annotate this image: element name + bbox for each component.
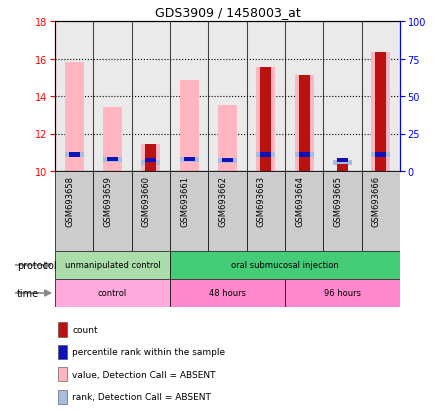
Bar [371,53,390,171]
Bar [65,152,84,158]
Bar [132,171,170,252]
Title: GDS3909 / 1458003_at: GDS3909 / 1458003_at [154,7,301,19]
Bar [285,171,323,252]
Bar [59,323,67,337]
Bar [93,171,132,252]
Text: value, Detection Call = ABSENT: value, Detection Call = ABSENT [72,370,216,379]
Bar [260,153,271,157]
Bar [59,367,67,382]
Bar [247,171,285,252]
Bar [141,161,161,166]
Text: oral submucosal injection: oral submucosal injection [231,261,339,270]
Bar [103,108,122,171]
Bar [285,279,400,307]
Text: GSM693665: GSM693665 [334,176,342,226]
Text: protocol: protocol [17,260,57,271]
Bar [260,68,271,171]
Bar [59,389,67,404]
Bar [103,157,122,163]
Bar [299,76,309,171]
Text: GSM693666: GSM693666 [372,176,381,227]
Bar [371,152,390,158]
Bar [55,252,170,279]
Bar [180,157,199,163]
Bar [333,161,352,166]
Bar [55,22,93,171]
Bar [69,153,80,157]
Bar [362,171,400,252]
Bar [170,171,208,252]
Bar [59,345,67,359]
Text: GSM693660: GSM693660 [142,176,151,226]
Text: count: count [72,325,98,334]
Bar [180,81,199,171]
Bar [299,153,309,157]
Bar [218,106,237,171]
Bar [323,171,362,252]
Bar [184,158,194,162]
Text: GSM693664: GSM693664 [295,176,304,226]
Bar [170,252,400,279]
Text: percentile rank within the sample: percentile rank within the sample [72,347,225,356]
Bar [55,279,170,307]
Bar [141,145,161,171]
Bar [247,22,285,171]
Bar [295,152,314,158]
Bar [55,171,93,252]
Bar [218,158,237,164]
Text: 96 hours: 96 hours [324,289,361,298]
Bar [337,165,348,171]
Text: 48 hours: 48 hours [209,289,246,298]
Bar [362,22,400,171]
Bar [256,68,275,171]
Bar [208,22,247,171]
Bar [208,171,247,252]
Bar [93,22,132,171]
Bar [337,159,348,163]
Bar [375,153,386,157]
Text: control: control [98,289,127,298]
Bar [146,145,156,171]
Bar [132,22,170,171]
Bar [256,152,275,158]
Bar [170,22,208,171]
Text: rank, Detection Call = ABSENT: rank, Detection Call = ABSENT [72,392,211,401]
Text: time: time [17,288,39,298]
Bar [295,76,314,171]
Bar [222,159,233,163]
Text: GSM693658: GSM693658 [65,176,74,226]
Bar [323,22,362,171]
Text: GSM693659: GSM693659 [103,176,113,226]
Text: unmanipulated control: unmanipulated control [65,261,160,270]
Text: GSM693661: GSM693661 [180,176,189,226]
Bar [65,63,84,171]
Bar [170,279,285,307]
Bar [285,22,323,171]
Text: GSM693662: GSM693662 [219,176,227,226]
Bar [107,158,118,162]
Bar [146,159,156,163]
Text: GSM693663: GSM693663 [257,176,266,227]
Bar [375,53,386,171]
